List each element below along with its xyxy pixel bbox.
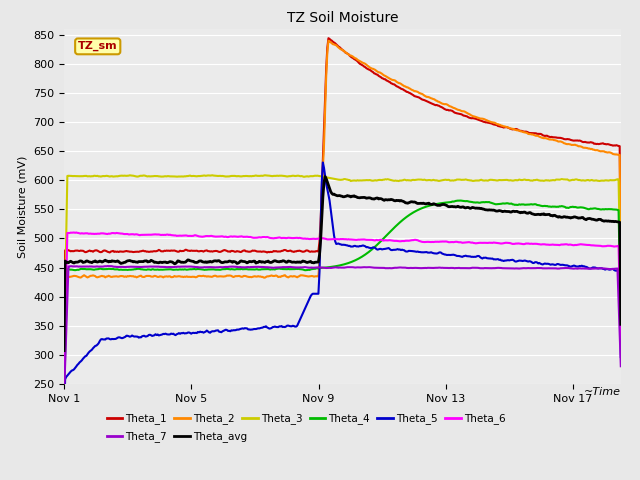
Theta_avg <box>329 192 337 197</box>
Theta_2 <box>60 357 68 363</box>
Theta_4 <box>456 198 464 204</box>
Theta_1 <box>518 128 525 134</box>
Theta_avg <box>362 195 370 201</box>
Theta_6 <box>326 237 333 242</box>
Theta_5 <box>60 427 68 433</box>
Theta_3 <box>518 177 525 183</box>
Theta_5 <box>393 247 401 252</box>
Theta_5 <box>319 160 326 166</box>
Theta_6 <box>362 237 370 243</box>
Line: Theta_6: Theta_6 <box>64 232 621 382</box>
Theta_3 <box>60 350 68 356</box>
Theta_1 <box>326 36 333 42</box>
Line: Theta_7: Theta_7 <box>64 266 621 398</box>
Theta_avg <box>605 218 612 224</box>
Theta_7 <box>326 265 333 271</box>
Theta_4 <box>328 264 335 270</box>
Theta_avg <box>617 322 625 327</box>
Theta_7 <box>393 265 401 271</box>
Theta_6 <box>605 243 612 249</box>
Theta_2 <box>518 129 525 134</box>
Theta_5 <box>329 224 337 229</box>
Theta_3 <box>326 175 333 181</box>
Theta_4 <box>392 224 399 229</box>
Theta_avg <box>326 185 333 191</box>
Theta_4 <box>324 264 332 270</box>
Theta_4 <box>60 396 68 402</box>
Theta_6 <box>393 238 401 244</box>
Theta_6 <box>70 229 78 235</box>
Theta_7 <box>362 264 370 270</box>
Theta_1 <box>324 36 332 41</box>
Theta_2 <box>329 41 337 47</box>
Theta_1 <box>362 65 370 71</box>
Line: Theta_5: Theta_5 <box>64 163 621 430</box>
Text: ~Time: ~Time <box>584 387 621 397</box>
Theta_6 <box>518 241 525 247</box>
Theta_5 <box>362 244 370 250</box>
Theta_1 <box>60 340 68 346</box>
Theta_7 <box>518 265 525 271</box>
Theta_4 <box>518 202 525 207</box>
Theta_avg <box>393 197 401 203</box>
Theta_2 <box>393 79 401 84</box>
Y-axis label: Soil Moisture (mV): Soil Moisture (mV) <box>17 155 28 258</box>
Theta_6 <box>617 337 625 343</box>
Theta_avg <box>60 348 68 354</box>
Theta_3 <box>261 172 269 178</box>
Theta_2 <box>605 149 612 155</box>
Theta_7 <box>605 266 612 272</box>
Theta_7 <box>617 363 625 369</box>
Line: Theta_4: Theta_4 <box>64 201 621 399</box>
Theta_1 <box>329 39 337 45</box>
Line: Theta_2: Theta_2 <box>64 41 621 360</box>
Line: Theta_1: Theta_1 <box>64 38 621 343</box>
Theta_5 <box>617 354 625 360</box>
Theta_5 <box>326 198 333 204</box>
Theta_3 <box>329 176 337 181</box>
Theta_1 <box>605 142 612 147</box>
Theta_2 <box>617 277 625 283</box>
Theta_2 <box>326 38 333 44</box>
Theta_7 <box>329 265 337 271</box>
Theta_4 <box>605 206 612 212</box>
Theta_7 <box>60 395 68 401</box>
Theta_2 <box>362 62 370 68</box>
Theta_avg <box>321 174 329 180</box>
Theta_4 <box>617 313 625 319</box>
Theta_3 <box>393 178 401 184</box>
Theta_7 <box>104 263 111 269</box>
Theta_3 <box>362 177 370 183</box>
Theta_2 <box>324 38 332 44</box>
Theta_avg <box>518 209 525 215</box>
Theta_6 <box>329 236 337 242</box>
Theta_5 <box>605 266 612 272</box>
Line: Theta_3: Theta_3 <box>64 175 621 353</box>
Legend: Theta_7, Theta_avg: Theta_7, Theta_avg <box>102 427 252 446</box>
Theta_5 <box>518 258 525 264</box>
Theta_6 <box>60 379 68 384</box>
Theta_1 <box>393 84 401 89</box>
Line: Theta_avg: Theta_avg <box>64 177 621 351</box>
Theta_3 <box>605 178 612 183</box>
Title: TZ Soil Moisture: TZ Soil Moisture <box>287 11 398 25</box>
Text: TZ_sm: TZ_sm <box>78 41 118 51</box>
Theta_3 <box>617 293 625 299</box>
Theta_4 <box>362 252 369 257</box>
Theta_1 <box>617 271 625 277</box>
